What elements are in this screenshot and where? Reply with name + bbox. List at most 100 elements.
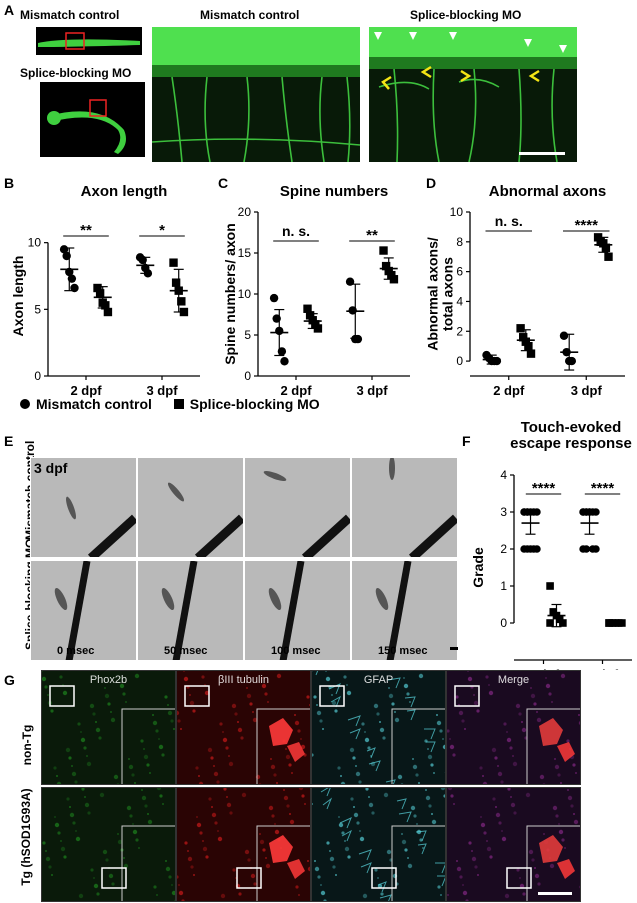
y-axis-label: Axon length: [10, 256, 26, 337]
thumb-mismatch-label: Mismatch control: [20, 8, 120, 22]
data-point-circle: [582, 545, 591, 553]
data-point-square: [516, 324, 525, 333]
panel-c-label: C: [218, 175, 229, 191]
data-point-square: [601, 243, 611, 252]
column-title-tubulin: βIII tubulin: [218, 674, 269, 686]
data-point-square: [593, 233, 603, 242]
data-point-square: [546, 619, 554, 627]
frame-time-label: 100 msec: [271, 645, 321, 657]
panel-e-label: E: [4, 433, 14, 449]
data-point-circle: [523, 545, 532, 553]
fluorescence-image-merge: Merge: [446, 670, 581, 785]
x-tick-label: 2 dpf: [280, 383, 312, 398]
y-tick-label: 2: [500, 542, 507, 556]
data-point-square: [526, 349, 536, 358]
panel-f-label: F: [462, 433, 471, 449]
thumb-mo-label: Splice-blocking MO: [20, 66, 132, 80]
svg-text:Axon length: Axon length: [10, 256, 26, 337]
video-frame: [30, 457, 137, 558]
chart-spine-numbers: Spine numbers 0 5 10 15 20 2 dpf 3 dpf Spine num…: [222, 183, 410, 398]
img-mo-label: Splice-blocking MO: [410, 8, 522, 22]
significance-label: n. s.: [495, 213, 523, 229]
y-tick-label: 5: [34, 302, 41, 316]
frame-time-label: 150 msec: [378, 645, 428, 657]
data-point-square: [103, 307, 113, 317]
panel-d-label: D: [426, 175, 437, 191]
significance-label: ****: [532, 480, 556, 497]
data-point-square: [177, 297, 186, 306]
data-point-square: [519, 333, 528, 342]
data-point-square: [171, 278, 181, 287]
fluorescence-image-phox2b: Phox2b: [41, 670, 176, 785]
data-point-square: [179, 307, 189, 317]
y-tick-label: 6: [456, 265, 463, 279]
y-tick-label: 20: [238, 205, 252, 219]
legend-square-label: Splice-blocking MO: [189, 396, 320, 412]
y-tick-label: 0: [244, 369, 251, 383]
y-tick-label: 0: [500, 616, 507, 630]
data-point-square: [95, 289, 105, 298]
y-axis-label: Grade: [470, 547, 486, 588]
data-point-square: [389, 275, 399, 284]
y-tick-label: 0: [34, 369, 41, 383]
data-point-square: [381, 261, 391, 271]
svg-text:Abnormal axons/: Abnormal axons/: [425, 237, 441, 351]
y-tick-label: 0: [456, 354, 463, 368]
video-frame: 100 msec: [244, 560, 351, 661]
video-frame: 0 msec: [30, 560, 137, 661]
svg-text:Spine numbers/ axon: Spine numbers/ axon: [222, 223, 238, 365]
data-point-square: [379, 246, 388, 255]
scale-bar: [538, 892, 572, 895]
y-tick-label: 2: [456, 324, 463, 338]
data-point-square: [524, 341, 533, 351]
y-tick-label: 10: [28, 236, 42, 250]
svg-text:Grade: Grade: [470, 547, 486, 588]
row-label-tg: Tg (hSOD1G93A): [19, 788, 33, 886]
panel-b-label: B: [4, 175, 15, 191]
y-tick-label: 5: [244, 328, 251, 342]
row-label-non-tg: non-Tg: [20, 724, 34, 766]
data-point-square: [559, 619, 567, 627]
data-point-square: [101, 301, 110, 310]
legend-circle-icon: [20, 399, 30, 409]
fluorescence-image-tubulin: [176, 787, 311, 902]
data-point-circle: [592, 545, 600, 553]
data-point-circle: [269, 293, 279, 303]
y-tick-label: 15: [238, 246, 252, 260]
video-frame: [137, 457, 244, 558]
chart-title: Abnormal axons: [489, 183, 607, 200]
legend: Mismatch control Splice-blocking MO: [20, 396, 320, 412]
chart-title: Axon length: [81, 183, 168, 200]
x-tick-label: 3 dpf: [146, 383, 178, 398]
video-frame: 150 msec: [351, 560, 458, 661]
legend-square-icon: [173, 399, 184, 409]
fluorescence-image-phox2b: [41, 787, 176, 902]
x-tick-label: 3 dpf: [587, 667, 619, 670]
fluorescence-image-gfap: GFAP: [311, 670, 446, 785]
y-axis-label: Abnormal axons/total axons: [425, 237, 456, 351]
column-title-merge: Merge: [497, 674, 530, 686]
x-tick-label: 2 dpf: [528, 667, 560, 670]
significance-label: *: [159, 222, 165, 239]
stage-label: 3 dpf: [34, 460, 68, 476]
y-tick-label: 10: [238, 287, 252, 301]
data-point-square: [305, 311, 315, 320]
video-frame: [244, 457, 351, 558]
significance-label: **: [80, 222, 92, 239]
y-tick-label: 8: [456, 235, 463, 249]
data-point-square: [313, 324, 323, 333]
scale-bar: [450, 647, 458, 650]
frame-time-label: 0 msec: [57, 645, 95, 657]
data-point-square: [546, 582, 554, 590]
y-tick-label: 10: [450, 205, 464, 219]
x-tick-label: 2 dpf: [70, 383, 102, 398]
significance-label: n. s.: [282, 223, 310, 239]
thumb-mo-image: [40, 82, 145, 157]
fluorescence-image-tubulin: βIII tubulin: [176, 670, 311, 785]
significance-label: ****: [591, 480, 615, 497]
micrograph-mismatch: [152, 27, 360, 162]
data-point-circle: [280, 357, 289, 366]
video-frame: [351, 457, 458, 558]
